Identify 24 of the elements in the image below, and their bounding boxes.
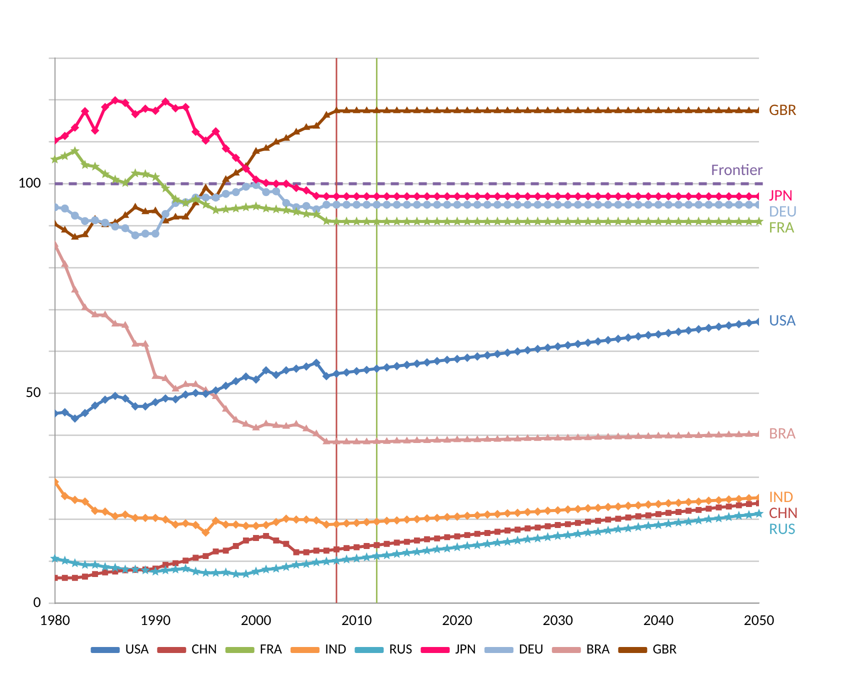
x-tick-label: 2030 <box>542 612 574 630</box>
y-tick-label: 100 <box>18 174 42 193</box>
legend-label: FRA <box>260 640 283 658</box>
legend-label: USA <box>125 640 150 658</box>
x-tick-label: 1980 <box>40 612 70 630</box>
y-tick-label: 50 <box>26 384 42 402</box>
legend-label: BRA <box>586 640 611 658</box>
x-tick-label: 2050 <box>744 612 775 630</box>
x-tick-label: 2040 <box>643 612 674 630</box>
x-tick-label: 1990 <box>140 612 172 630</box>
text: BRA <box>769 424 796 444</box>
legend-label: IND <box>325 640 347 658</box>
x-tick-label: 2010 <box>341 612 372 630</box>
legend-label: JPN <box>455 640 476 658</box>
y-tick-label: 0 <box>33 594 42 612</box>
legend-label: DEU <box>518 640 544 658</box>
legend-label: GBR <box>652 640 678 658</box>
x-tick-label: 2000 <box>240 612 272 630</box>
x-tick-label: 2020 <box>442 612 473 630</box>
text: GBR <box>769 100 796 120</box>
legend-label: RUS <box>389 640 412 658</box>
legend-label: CHN <box>192 640 217 658</box>
text: USA <box>769 312 796 331</box>
ref-line-label: Frontier <box>711 160 764 180</box>
